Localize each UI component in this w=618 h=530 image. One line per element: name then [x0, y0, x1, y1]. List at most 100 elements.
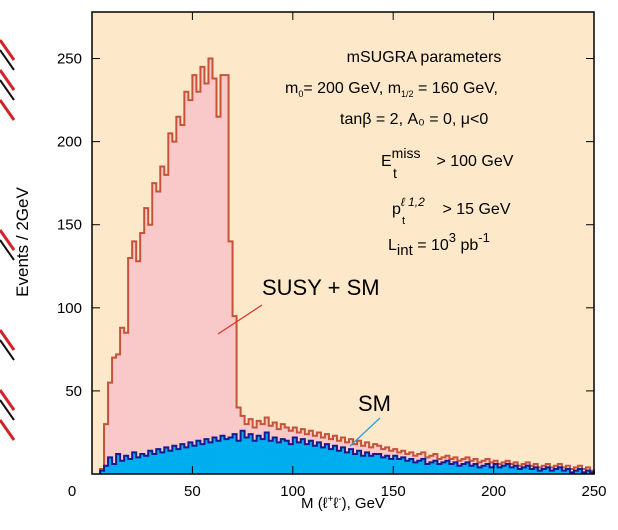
x-tick-label: 100 — [280, 483, 305, 500]
annotation-part: m — [285, 80, 298, 97]
histogram-bar — [521, 467, 527, 474]
y-tick-label: 200 — [57, 134, 82, 151]
histogram-bar — [461, 464, 466, 474]
series-label: SM — [358, 391, 391, 416]
histogram-bar — [324, 444, 330, 474]
histogram-bar — [144, 455, 149, 474]
histogram-bar — [100, 470, 105, 474]
histogram-bar — [128, 257, 133, 474]
decoration-stripes — [0, 39, 16, 441]
histogram-bar — [529, 469, 535, 474]
histogram-bar — [413, 462, 418, 474]
histogram-bar — [172, 141, 177, 474]
histogram-bar — [276, 442, 282, 474]
histogram-bar — [557, 467, 563, 474]
histogram-bar — [176, 449, 181, 474]
histogram-bar — [264, 432, 270, 474]
histogram-bar — [465, 462, 470, 474]
annotation: m0= 200 GeV, m1/2 = 160 GeV, — [285, 80, 498, 99]
histogram-outline — [99, 429, 595, 474]
histogram-bar — [236, 440, 241, 474]
histogram-bar — [373, 454, 378, 474]
annotation-sub: 1/2 — [401, 89, 414, 99]
annotation-sup: -1 — [478, 230, 490, 245]
histogram-bar — [204, 439, 209, 474]
annotation-part: = 200 GeV, m — [303, 80, 401, 97]
histogram-bar — [224, 75, 229, 475]
x-label-part: ), GeV — [342, 495, 385, 512]
histogram-bar — [345, 452, 350, 474]
y-tick-label: 150 — [57, 217, 82, 234]
histogram-bar — [200, 444, 205, 474]
histogram-bar — [136, 457, 141, 474]
histogram-bar — [108, 457, 113, 474]
histogram-bar — [429, 462, 434, 474]
histogram-bar — [184, 91, 189, 475]
histogram-bar — [152, 183, 157, 474]
histogram-bar — [160, 166, 165, 474]
histogram-bar — [397, 459, 402, 474]
plot-frame — [91, 11, 595, 475]
histogram-bar — [353, 454, 358, 474]
histogram-bar — [477, 467, 482, 474]
annotation-sub: int — [397, 242, 414, 259]
histogram-bar — [116, 354, 121, 474]
x-label-sup: - — [338, 494, 341, 505]
histogram-bar — [192, 445, 197, 474]
histogram-bar — [505, 464, 510, 474]
histogram-bar — [393, 455, 398, 474]
histogram-bar — [240, 430, 245, 474]
histogram-bar — [104, 424, 109, 474]
histogram-bar — [140, 454, 145, 474]
annotation: tanβ = 2, A₀ = 0, μ<0 — [340, 111, 488, 128]
histogram-bar — [545, 467, 551, 474]
histogram-bar — [401, 457, 406, 474]
histogram-bar — [405, 460, 410, 474]
histogram-bar — [409, 459, 414, 474]
histogram-bar — [497, 467, 502, 474]
annotation-sup: 3 — [449, 230, 456, 245]
histogram-bar — [232, 434, 237, 474]
histogram-bar — [168, 133, 173, 475]
histogram-bar — [176, 116, 181, 474]
histogram-bar — [377, 454, 382, 474]
histogram-bar — [365, 452, 370, 474]
x-axis-label: M (ℓ+ℓ-), GeV — [301, 494, 385, 512]
histogram-bar — [489, 467, 494, 474]
histogram-bar — [328, 449, 334, 474]
histogram-bar — [268, 440, 274, 474]
annotation-part: > 100 GeV — [432, 153, 514, 170]
histogram-bar — [196, 440, 201, 474]
series-label: SUSY + SM — [262, 275, 380, 300]
histogram-bar — [421, 459, 426, 474]
histogram-bar — [140, 233, 145, 474]
x-tick-label: 250 — [581, 483, 606, 500]
histogram-bar — [272, 437, 278, 474]
histogram-bar — [160, 452, 165, 474]
histogram-bar — [369, 455, 374, 474]
histogram-bar — [300, 439, 306, 474]
histogram-bar — [172, 445, 177, 474]
histogram-bar — [308, 440, 314, 474]
annotation-sup: ℓ 1,2 — [401, 195, 425, 209]
histogram-bar — [112, 464, 117, 474]
histogram-bar — [164, 174, 169, 474]
histogram-bar — [184, 447, 189, 474]
annotation-part: pb — [456, 237, 478, 254]
histogram-bar — [192, 75, 197, 475]
histogram-bar — [469, 465, 474, 474]
histogram-bar — [148, 224, 153, 474]
histogram-bar — [188, 100, 193, 475]
histogram-bar — [417, 460, 422, 474]
histogram-bar — [200, 66, 205, 474]
histogram-bar — [513, 465, 518, 474]
histogram-bar — [573, 470, 579, 474]
histogram-bar — [533, 467, 539, 474]
histogram-bar — [188, 442, 193, 474]
histogram-bar — [445, 460, 450, 474]
histogram-bar — [509, 467, 514, 474]
histogram-bar — [108, 382, 113, 474]
histogram-bar — [501, 465, 506, 474]
histogram-bar — [216, 440, 221, 474]
